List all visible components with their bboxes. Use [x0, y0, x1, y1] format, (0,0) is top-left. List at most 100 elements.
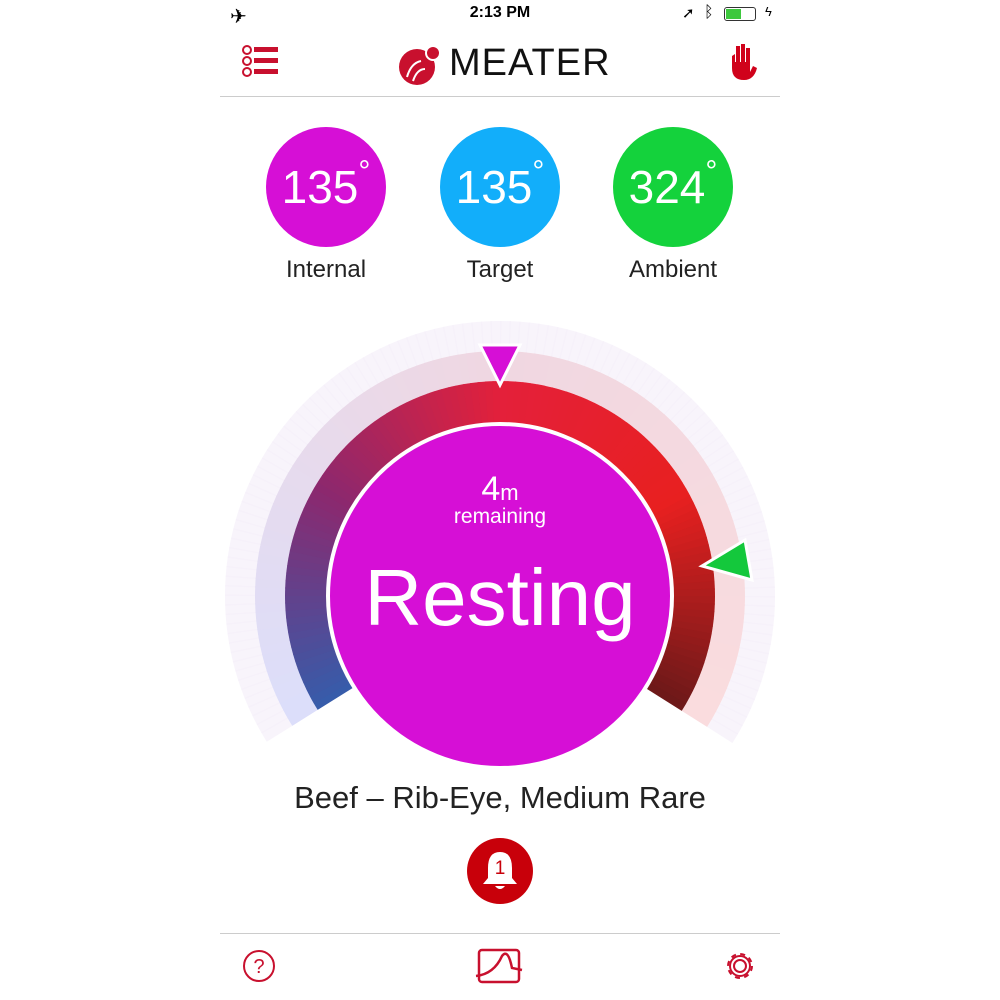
- middle-ring: [408, 365, 428, 397]
- outer-ring: [729, 671, 762, 692]
- progress-arc: [285, 594, 328, 604]
- progress-arc: [672, 588, 715, 598]
- temp-circle-target[interactable]: 135 °: [440, 127, 560, 247]
- middle-ring: [686, 473, 717, 497]
- middle-ring: [269, 503, 302, 523]
- middle-ring: [287, 702, 318, 726]
- progress-arc: [628, 452, 666, 486]
- outer-ring: [723, 484, 756, 506]
- outer-ring: [388, 340, 410, 373]
- middle-ring: [702, 512, 734, 531]
- middle-ring: [678, 458, 709, 484]
- outer-ring: [266, 441, 298, 467]
- alert-count: 1: [494, 858, 506, 879]
- progress-arc: [670, 620, 713, 635]
- progress-arc: [356, 430, 390, 468]
- middle-ring: [580, 368, 601, 401]
- middle-ring: [613, 388, 639, 419]
- middle-ring: [714, 596, 745, 606]
- progress-arc: [462, 382, 477, 426]
- outer-ring: [583, 337, 605, 370]
- progress-arc: [310, 487, 351, 515]
- outer-ring: [261, 449, 293, 474]
- progress-arc: [330, 456, 369, 490]
- middle-ring: [362, 387, 388, 418]
- degree-symbol: °: [705, 155, 718, 188]
- degree-symbol: °: [532, 155, 545, 188]
- outer-ring: [739, 638, 771, 655]
- progress-arc: [335, 451, 373, 485]
- cook-name[interactable]: Beef – Rib-Eye, Medium Rare: [294, 780, 706, 815]
- outer-ring: [225, 575, 256, 588]
- temp-circle-internal[interactable]: 135 °: [266, 127, 386, 247]
- middle-ring: [440, 356, 457, 388]
- graph-icon[interactable]: [474, 946, 526, 986]
- middle-ring: [260, 535, 292, 552]
- progress-arc: [350, 435, 385, 472]
- outer-ring: [737, 646, 769, 664]
- progress-arc: [669, 626, 712, 642]
- outer-ring: [233, 518, 265, 537]
- list-icon[interactable]: [240, 44, 280, 80]
- outer-ring: [693, 426, 724, 454]
- middle-ring: [384, 375, 407, 407]
- outer-ring: [231, 528, 263, 546]
- degree-symbol: °: [358, 155, 371, 188]
- middle-ring: [377, 379, 401, 410]
- progress-arc: [303, 665, 345, 691]
- outer-ring: [283, 418, 314, 446]
- progress-arc: [326, 462, 365, 495]
- time-value: 4: [481, 470, 501, 508]
- middle-ring: [566, 362, 585, 395]
- progress-arc: [570, 399, 596, 441]
- outer-ring: [741, 630, 773, 646]
- progress-arc: [285, 572, 329, 584]
- outer-ring: [257, 457, 289, 481]
- progress-arc: [636, 463, 675, 496]
- outer-ring: [225, 584, 256, 596]
- progress-arc: [530, 384, 546, 427]
- middle-ring: [626, 397, 652, 428]
- gear-icon[interactable]: [722, 948, 758, 984]
- remaining-label: remaining: [453, 505, 547, 528]
- outer-ring: [261, 717, 293, 742]
- outer-ring: [720, 475, 752, 498]
- progress-arc: [666, 637, 709, 657]
- outer-ring: [248, 474, 281, 497]
- bell-icon: [483, 852, 517, 889]
- middle-ring: [296, 450, 327, 476]
- alert-button[interactable]: 1: [467, 838, 533, 904]
- status-circle[interactable]: [326, 422, 674, 770]
- middle-ring: [301, 444, 332, 470]
- middle-ring: [649, 419, 678, 448]
- progress-arc: [606, 426, 640, 465]
- middle-ring: [654, 425, 683, 453]
- outer-ring: [550, 327, 568, 359]
- progress-arc: [541, 387, 561, 430]
- progress-arc: [300, 659, 342, 684]
- middle-ring: [692, 683, 724, 705]
- middle-ring: [432, 357, 450, 390]
- outer-ring: [657, 385, 686, 415]
- middle-ring: [272, 675, 304, 696]
- middle-ring: [714, 587, 745, 598]
- middle-ring: [266, 661, 298, 680]
- outer-ring: [599, 344, 622, 377]
- progress-arc: [492, 381, 502, 424]
- progress-arc: [295, 521, 338, 543]
- middle-ring: [262, 527, 294, 544]
- outer-ring: [716, 466, 748, 490]
- progress-arc: [652, 495, 694, 521]
- temp-circle-ambient[interactable]: 324 °: [613, 127, 733, 247]
- middle-ring: [266, 511, 299, 530]
- progress-arc: [658, 508, 700, 533]
- progress-arc: [309, 676, 351, 704]
- progress-arc: [652, 671, 694, 698]
- question-icon[interactable]: ?: [241, 948, 277, 984]
- progress-arc: [649, 677, 690, 705]
- middle-ring: [260, 639, 292, 656]
- middle-ring: [312, 431, 341, 458]
- outer-ring: [244, 686, 277, 708]
- hand-icon[interactable]: [726, 42, 758, 82]
- outer-ring: [256, 709, 288, 734]
